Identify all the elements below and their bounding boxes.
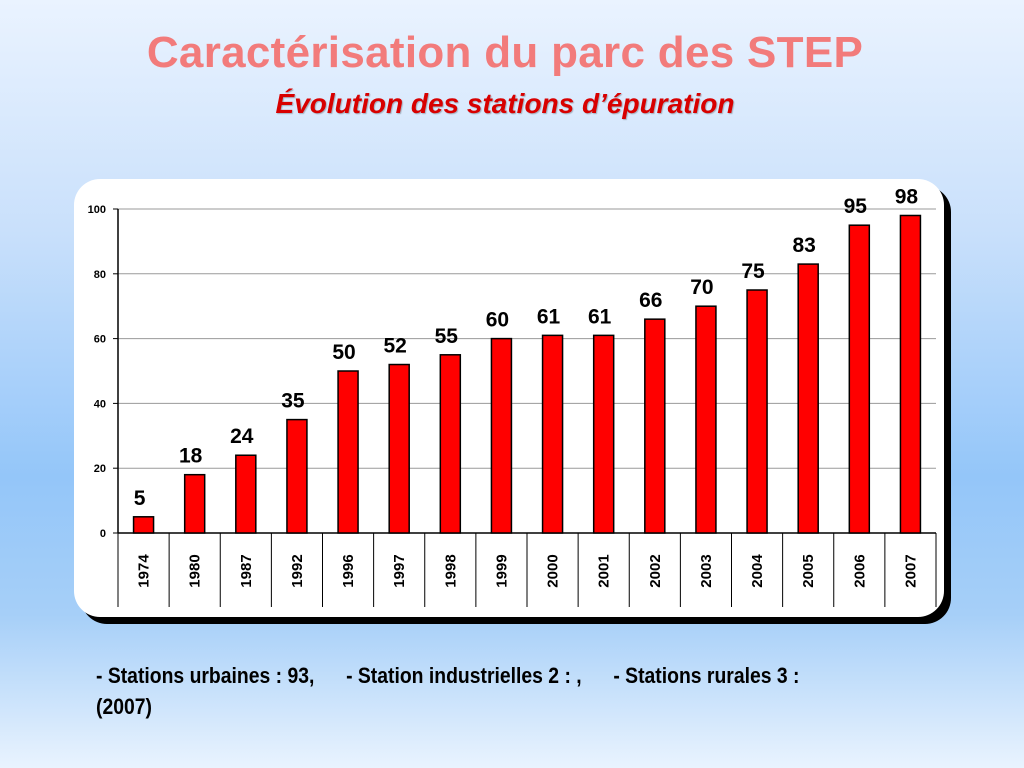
x-tick-label: 1997 [391, 554, 408, 587]
x-tick-label: 2006 [851, 554, 868, 587]
footnote-year: (2007) [96, 694, 152, 719]
y-tick-label: 100 [88, 204, 106, 216]
data-label: 60 [486, 309, 509, 332]
data-label: 95 [844, 195, 868, 218]
bar [490, 337, 513, 534]
footnote-industrielles: - Station industrielles 2 : , [346, 663, 582, 688]
bar [848, 224, 871, 534]
bar [541, 334, 564, 534]
bar [644, 318, 666, 534]
data-label: 5 [134, 487, 146, 510]
data-label: 18 [179, 445, 203, 468]
footnote-rurales: - Stations rurales 3 : [613, 663, 800, 688]
slide-title: Caractérisation du parc des STEP [146, 28, 864, 77]
bar-chart: 0 20 40 60 80 100 5 1974 18 1980 24 1987 35 1992 50 199… [88, 185, 937, 607]
slide-subtitle: Évolution des stations d’épuration [275, 88, 735, 119]
data-label: 50 [332, 341, 355, 364]
bar [439, 354, 462, 534]
bar [183, 473, 206, 534]
x-tick-label: 2000 [545, 554, 562, 587]
data-label: 61 [588, 305, 612, 328]
data-label: 75 [741, 260, 765, 283]
x-tick-label: 2007 [902, 554, 919, 587]
x-tick-label: 1987 [238, 554, 255, 587]
data-label: 66 [639, 289, 662, 312]
y-tick-label: 20 [94, 463, 106, 475]
y-tick-label: 80 [94, 269, 106, 281]
data-label: 61 [537, 305, 561, 328]
x-tick-label: 1996 [340, 554, 357, 587]
data-label: 35 [281, 390, 305, 413]
data-label: 24 [230, 425, 254, 448]
footnote-urbaines: - Stations urbaines : 93, [96, 663, 315, 688]
bar [132, 516, 155, 534]
bar [235, 454, 257, 534]
bar [899, 214, 922, 534]
y-tick-label: 0 [100, 528, 106, 540]
x-tick-label: 1992 [289, 554, 306, 587]
data-label: 55 [435, 325, 459, 348]
bar [746, 289, 768, 534]
x-tick-label: 1999 [493, 554, 510, 587]
footnote: - Stations urbaines : 93, - Station indus… [96, 660, 870, 722]
x-tick-label: 1974 [136, 554, 153, 588]
x-tick-label: 2005 [800, 554, 817, 587]
bar [337, 370, 359, 534]
y-tick-label: 40 [94, 398, 106, 410]
bar [286, 418, 308, 534]
bar [695, 305, 717, 534]
x-tick-label: 1980 [187, 554, 204, 587]
x-tick-label: 2004 [749, 554, 766, 588]
bar [797, 263, 819, 534]
data-label: 98 [895, 185, 919, 208]
y-tick-label: 60 [94, 334, 106, 346]
data-label: 70 [690, 276, 713, 299]
x-tick-label: 2003 [698, 554, 715, 587]
data-label: 83 [793, 234, 816, 257]
bar [388, 363, 410, 534]
bar [592, 334, 615, 534]
x-tick-label: 2001 [596, 554, 613, 587]
x-tick-label: 2002 [647, 554, 664, 587]
x-tick-label: 1998 [442, 554, 459, 587]
data-label: 52 [384, 335, 407, 358]
chart-panel: 0 20 40 60 80 100 5 1974 18 1980 24 1987 35 1992 50 199… [74, 179, 944, 617]
